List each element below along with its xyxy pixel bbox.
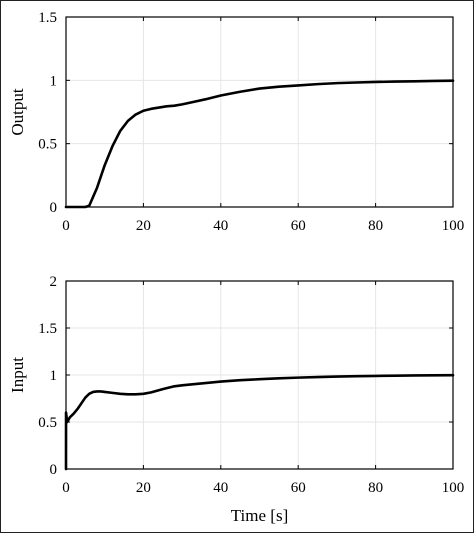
chart1-x-tick-label: 100: [442, 218, 465, 234]
chart2-y-tick-label: 0: [50, 462, 58, 478]
chart2-x-tick-label: 100: [442, 480, 465, 496]
chart2-x-tick-label: 20: [136, 480, 151, 496]
chart2-x-tick-label: 60: [291, 480, 306, 496]
chart1-x-tick-label: 0: [62, 218, 70, 234]
chart1-plot-frame: [65, 16, 454, 208]
chart1-x-tick-label: 20: [136, 218, 151, 234]
chart2-series-line: [64, 373, 455, 471]
chart1-y-tick-label: 0.5: [38, 137, 57, 153]
chart1-y-axis-label: Output: [8, 88, 27, 136]
chart2-y-axis-label: Input: [8, 357, 27, 393]
chart2-y-tick-label: 1.5: [38, 321, 57, 337]
chart1-y-tick-label: 0: [50, 200, 58, 216]
chart1-x-tick-label: 80: [368, 218, 383, 234]
chart1-series-line: [64, 79, 455, 209]
chart2-y-tick-label: 2: [50, 274, 58, 290]
chart2-x-axis-label: Time [s]: [231, 506, 288, 525]
chart2-y-tick-label: 0.5: [38, 415, 57, 431]
chart2-y-tick-label: 1: [50, 368, 58, 384]
chart1-x-tick-label: 60: [291, 218, 306, 234]
chart1-x-tick-label: 40: [213, 218, 228, 234]
chart2-x-tick-label: 40: [213, 480, 228, 496]
chart1-y-tick-label: 1: [50, 73, 58, 89]
chart2-x-tick-label: 0: [62, 480, 70, 496]
chart1-y-tick-label: 1.5: [38, 10, 57, 26]
chart2-x-tick-label: 80: [368, 480, 383, 496]
